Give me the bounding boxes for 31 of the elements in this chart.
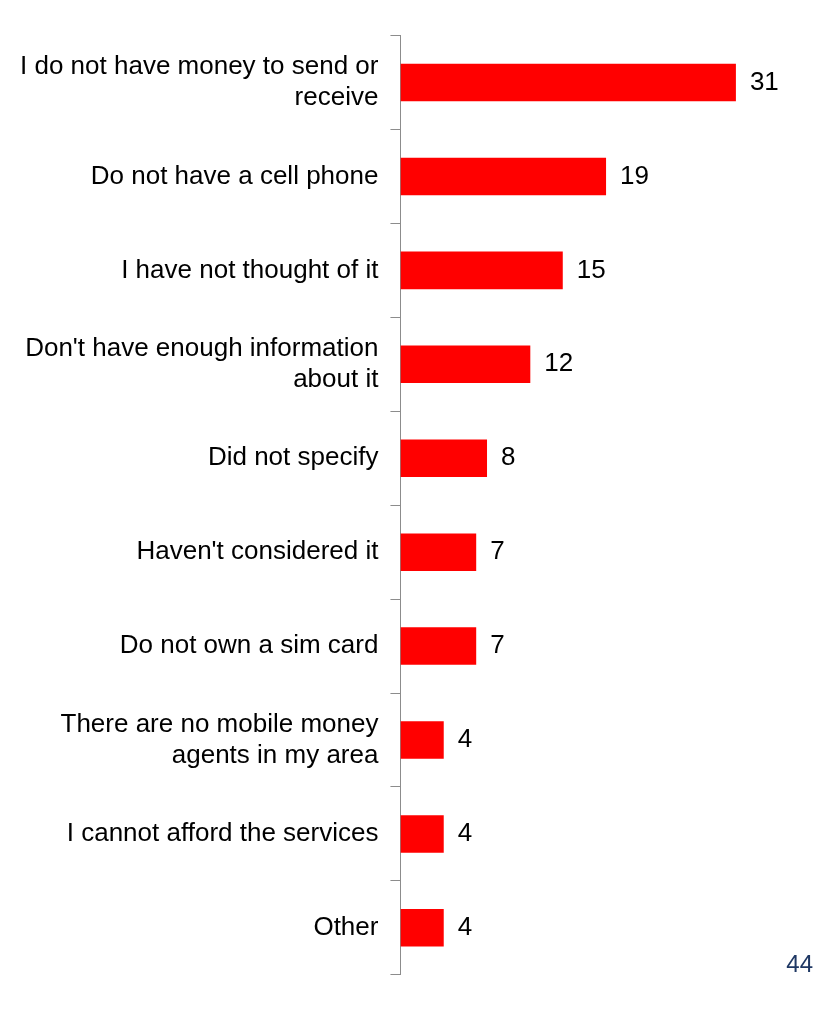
y-tick-label: I cannot afford the services (66, 817, 379, 848)
data-label: 4 (457, 723, 473, 754)
text: 44 (786, 950, 813, 978)
bar (400, 345, 531, 384)
y-tick-label: Haven't considered it (136, 535, 380, 566)
data-label: 4 (457, 817, 473, 848)
y-tick-label: Don't have enough information about it (25, 331, 380, 394)
bar (400, 909, 444, 947)
data-label: 15 (576, 253, 606, 284)
data-label: 7 (490, 629, 505, 660)
y-tick-label: Do not own a sim card (119, 629, 379, 660)
data-label: 7 (490, 535, 505, 566)
y-tick-label: I do not have money to send or receive (20, 50, 379, 112)
bar (400, 815, 444, 853)
y-tick-label: Other (313, 911, 379, 942)
data-label: 31 (749, 65, 779, 96)
data-label: 8 (501, 441, 516, 472)
y-tick-label: Did not specify (207, 441, 379, 472)
bar (400, 627, 477, 665)
bar (400, 721, 444, 759)
bar (400, 157, 607, 196)
bar (400, 63, 736, 102)
y-tick-label: There are no mobile money agents in my area (60, 707, 379, 769)
bar (400, 439, 488, 478)
data-label: 4 (457, 911, 473, 942)
bar (400, 533, 477, 571)
y-tick-label: I have not thought of it (121, 253, 380, 284)
bar (400, 251, 563, 290)
data-label: 12 (544, 347, 574, 378)
y-tick-label: Do not have a cell phone (90, 159, 379, 190)
data-label: 19 (620, 159, 649, 190)
